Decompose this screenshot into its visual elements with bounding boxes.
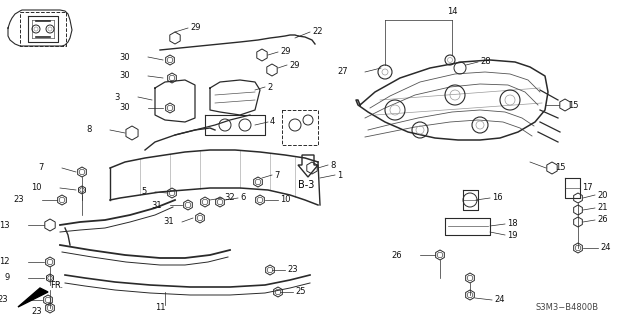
Text: 29: 29	[190, 24, 200, 33]
Text: 18: 18	[507, 219, 518, 228]
Text: 10: 10	[31, 183, 42, 192]
Text: 23: 23	[0, 295, 8, 305]
Text: 31: 31	[152, 201, 162, 210]
Text: 30: 30	[120, 103, 130, 113]
Text: 1: 1	[337, 170, 342, 180]
Text: 7: 7	[38, 164, 44, 173]
Text: 17: 17	[582, 183, 593, 192]
Text: 15: 15	[555, 164, 566, 173]
Text: 25: 25	[295, 287, 305, 296]
Text: 30: 30	[120, 53, 130, 62]
Text: 22: 22	[312, 27, 323, 36]
Text: 29: 29	[280, 48, 291, 56]
Text: 8: 8	[86, 125, 92, 135]
Text: 32: 32	[224, 194, 235, 203]
Text: 15: 15	[568, 100, 579, 109]
Text: S3M3−B4800B: S3M3−B4800B	[535, 303, 598, 313]
Text: 24: 24	[494, 295, 504, 305]
Text: 11: 11	[155, 303, 165, 313]
Text: B-3: B-3	[298, 180, 314, 190]
Text: 28: 28	[480, 57, 491, 66]
Text: 3: 3	[115, 93, 120, 101]
Text: 31: 31	[163, 218, 174, 226]
Text: 5: 5	[141, 188, 147, 197]
Text: 19: 19	[507, 231, 518, 240]
Text: FR.: FR.	[50, 281, 63, 291]
Text: 23: 23	[31, 308, 42, 316]
Text: 26: 26	[392, 250, 402, 259]
Text: 16: 16	[492, 194, 502, 203]
Text: 26: 26	[597, 216, 607, 225]
Text: 30: 30	[120, 71, 130, 80]
Text: 27: 27	[337, 68, 348, 77]
Text: 29: 29	[289, 61, 300, 70]
Text: 23: 23	[287, 265, 298, 275]
Text: 13: 13	[0, 220, 10, 229]
Text: 24: 24	[600, 243, 611, 253]
Text: 4: 4	[270, 117, 275, 127]
Text: 10: 10	[280, 196, 291, 204]
Text: 21: 21	[597, 204, 607, 212]
Polygon shape	[18, 288, 48, 307]
Text: 2: 2	[267, 83, 272, 92]
Text: 14: 14	[447, 8, 457, 17]
Text: 9: 9	[4, 273, 10, 283]
Text: 7: 7	[274, 170, 280, 180]
Text: 23: 23	[13, 196, 24, 204]
Text: 12: 12	[0, 257, 10, 266]
Text: 20: 20	[597, 190, 607, 199]
Text: 6: 6	[240, 194, 245, 203]
Text: 8: 8	[330, 160, 335, 169]
